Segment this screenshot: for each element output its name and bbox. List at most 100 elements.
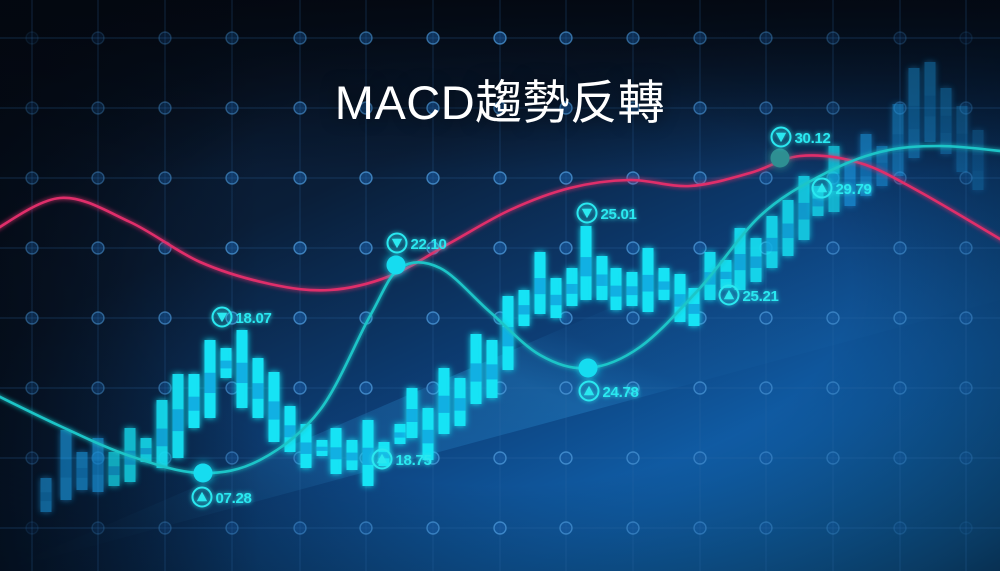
- grid-node: [960, 522, 972, 534]
- candle-shade: [486, 364, 498, 380]
- price-annotation[interactable]: 30.12: [770, 126, 831, 148]
- grid-node-ring: [759, 381, 773, 395]
- candle-shade: [300, 442, 312, 454]
- grid-node-ring: [225, 171, 239, 185]
- grid-node: [627, 32, 639, 44]
- price-annotation[interactable]: 24.78: [578, 380, 639, 402]
- grid-node-ring: [693, 31, 707, 45]
- grid-node-ring: [91, 171, 105, 185]
- candlestick: [812, 186, 824, 216]
- grid-node-ring: [91, 311, 105, 325]
- grid-node-ring: [91, 521, 105, 535]
- grid-node-ring: [759, 31, 773, 45]
- candlestick: [156, 400, 168, 468]
- price-label: 29.79: [836, 181, 872, 198]
- price-annotation[interactable]: 29.79: [811, 177, 872, 199]
- grid-node-ring: [559, 451, 573, 465]
- candlestick: [844, 160, 856, 206]
- curve-marker-dot[interactable]: [770, 148, 790, 168]
- grid-node-ring: [426, 311, 440, 325]
- candlestick: [642, 248, 654, 312]
- candlestick: [378, 442, 390, 466]
- grid-node: [26, 102, 38, 114]
- candle-shade: [550, 294, 562, 306]
- triangle-up-icon-ring: [578, 380, 600, 402]
- grid-node: [627, 522, 639, 534]
- candlestick: [252, 358, 264, 418]
- grid-node-ring: [493, 101, 507, 115]
- grid-node: [827, 522, 839, 534]
- grid-node-ring: [225, 311, 239, 325]
- grid-node-ring: [759, 451, 773, 465]
- candle-body: [92, 438, 104, 492]
- grid-node: [360, 382, 372, 394]
- grid-node: [494, 172, 506, 184]
- grid-node: [226, 522, 238, 534]
- candlestick: [422, 408, 434, 460]
- grid-node: [26, 382, 38, 394]
- grid-node-ring: [959, 381, 973, 395]
- grid-node-ring: [759, 101, 773, 115]
- grid-node-ring: [25, 101, 39, 115]
- curve-marker-dot[interactable]: [193, 463, 213, 483]
- grid-node-ring: [693, 451, 707, 465]
- grid-node-ring: [158, 381, 172, 395]
- candle-body: [140, 438, 152, 462]
- candlestick: [394, 424, 406, 444]
- grid-node: [294, 312, 306, 324]
- price-annotation[interactable]: 18.07: [211, 306, 272, 328]
- grid-node-ring: [626, 31, 640, 45]
- candle-shade: [204, 372, 216, 394]
- grid-node-ring: [893, 451, 907, 465]
- price-annotation[interactable]: 25.01: [576, 202, 637, 224]
- candlestick: [908, 68, 920, 158]
- grid-node-ring: [626, 521, 640, 535]
- candlestick: [720, 260, 732, 288]
- grid-node-ring: [225, 31, 239, 45]
- triangle-down-icon-ring: [576, 202, 598, 224]
- grid-node-ring: [693, 101, 707, 115]
- price-annotation[interactable]: 25.21: [718, 284, 779, 306]
- grid-node: [159, 102, 171, 114]
- grid-node-ring: [959, 31, 973, 45]
- grid-node-ring: [559, 241, 573, 255]
- price-annotation[interactable]: 22.10: [386, 232, 447, 254]
- grid-node-ring: [826, 451, 840, 465]
- triangle-up-icon: [196, 491, 208, 502]
- grid-node: [694, 172, 706, 184]
- candle-shade: [924, 95, 936, 117]
- grid-node: [26, 32, 38, 44]
- grid-node-ring: [25, 241, 39, 255]
- candle-body: [908, 68, 920, 158]
- candle-shade: [750, 256, 762, 268]
- grid-node-ring: [626, 381, 640, 395]
- candlestick: [876, 146, 888, 186]
- grid-node: [226, 102, 238, 114]
- candle-body: [828, 146, 840, 212]
- price-label: 30.12: [795, 130, 831, 147]
- grid-node-ring: [893, 381, 907, 395]
- grid-node-ring: [826, 241, 840, 255]
- candle-shade: [378, 452, 390, 459]
- price-annotation[interactable]: 18.75: [371, 448, 432, 470]
- triangle-down-icon-ring: [211, 306, 233, 328]
- grid-node: [894, 32, 906, 44]
- candle-body: [812, 186, 824, 216]
- candle-shade: [734, 254, 746, 271]
- curve-marker-dot[interactable]: [386, 255, 406, 275]
- candle-shade: [972, 155, 984, 171]
- grid-node-ring: [826, 381, 840, 395]
- candle-shade: [316, 446, 328, 451]
- candle-shade: [438, 395, 450, 413]
- grid-node: [827, 382, 839, 394]
- candlestick: [268, 372, 280, 442]
- candle-body: [108, 452, 120, 486]
- price-annotation[interactable]: 07.28: [191, 486, 252, 508]
- candle-shade: [876, 162, 888, 174]
- candlestick: [76, 452, 88, 490]
- curve-marker-dot[interactable]: [578, 358, 598, 378]
- grid-node-ring: [91, 101, 105, 115]
- triangle-up-icon: [816, 182, 828, 193]
- candlestick: [60, 430, 72, 500]
